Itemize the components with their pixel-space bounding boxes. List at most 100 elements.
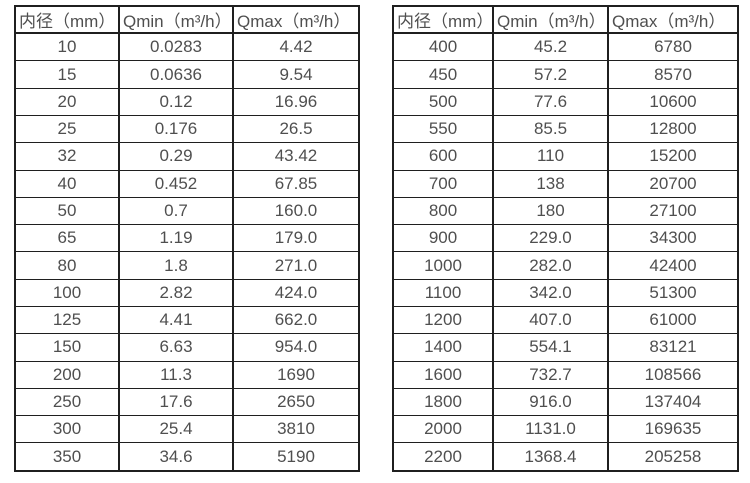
table-row: 350 34.6 5190 [14,442,360,472]
table-cell: 25.4 [118,415,234,444]
table-cell: 43.42 [232,142,360,171]
flow-spec-table-small-diameters: 内径（mm） Qmin（m³/h） Qmax（m³/h） 10 0.0283 4.4… [14,5,360,472]
table-cell: 15200 [607,142,739,171]
table-cell: 2.82 [118,278,234,307]
table-row: 2000 1131.0 169635 [392,415,739,444]
table-row: 600 110 15200 [392,142,739,171]
table-cell: 32 [14,142,120,171]
table-cell: 9.54 [232,60,360,89]
table-row: 900 229.0 34300 [392,224,739,253]
table-cell: 229.0 [492,224,609,253]
table-cell: 600 [392,142,494,171]
table-cell: 20 [14,87,120,117]
table-row: 1800 916.0 137404 [392,387,739,417]
table-row: 20 0.12 16.96 [14,87,360,117]
table-cell: 1.8 [118,251,234,280]
table-row: 700 138 20700 [392,169,739,198]
table-cell: 45.2 [492,32,609,62]
table-cell: 500 [392,87,494,117]
table-cell: 300 [14,415,120,444]
table-cell: 10 [14,32,120,62]
table-cell: 40 [14,169,120,198]
table-cell: 250 [14,387,120,417]
table-cell: 20700 [607,169,739,198]
table-cell: 138 [492,169,609,198]
table-cell: 0.452 [118,169,234,198]
table-cell: 4.42 [232,32,360,62]
table-cell: 80 [14,251,120,280]
table-row: 100 2.82 424.0 [14,278,360,307]
table-cell: 5190 [232,442,360,472]
table-cell: 0.0283 [118,32,234,62]
table-cell: 51300 [607,278,739,307]
table-cell: 12800 [607,114,739,144]
column-header-qmax: Qmax（m³/h） [607,5,739,34]
table-cell: 25 [14,114,120,144]
table-cell: 83121 [607,333,739,362]
table-row: 1200 407.0 61000 [392,305,739,335]
table-cell: 125 [14,305,120,335]
table-cell: 180 [492,196,609,226]
table-cell: 0.176 [118,114,234,144]
table-cell: 11.3 [118,360,234,389]
table-cell: 179.0 [232,224,360,253]
column-header-diameter: 内径（mm） [392,5,494,34]
table-cell: 42400 [607,251,739,280]
table-cell: 407.0 [492,305,609,335]
table-cell: 1100 [392,278,494,307]
table-cell: 2000 [392,415,494,444]
table-row: 250 17.6 2650 [14,387,360,417]
table-cell: 6780 [607,32,739,62]
table-cell: 2650 [232,387,360,417]
table-cell: 0.7 [118,196,234,226]
table-cell: 108566 [607,360,739,389]
table-cell: 554.1 [492,333,609,362]
table-cell: 424.0 [232,278,360,307]
table-cell: 205258 [607,442,739,472]
table-cell: 137404 [607,387,739,417]
table-cell: 3810 [232,415,360,444]
table-row: 1400 554.1 83121 [392,333,739,362]
table-body: 400 45.2 6780 450 57.2 8570 500 77.6 10600 550 85.… [392,32,739,472]
table-cell: 6.63 [118,333,234,362]
table-cell: 1690 [232,360,360,389]
table-cell: 450 [392,60,494,89]
table-cell: 10600 [607,87,739,117]
table-cell: 16.96 [232,87,360,117]
header-row: 内径（mm） Qmin（m³/h） Qmax（m³/h） [392,5,739,34]
table-row: 500 77.6 10600 [392,87,739,117]
table-row: 10 0.0283 4.42 [14,32,360,62]
table-cell: 160.0 [232,196,360,226]
table-cell: 27100 [607,196,739,226]
table-row: 1100 342.0 51300 [392,278,739,307]
table-cell: 1600 [392,360,494,389]
table-cell: 34.6 [118,442,234,472]
table-cell: 1368.4 [492,442,609,472]
table-cell: 2200 [392,442,494,472]
table-cell: 1200 [392,305,494,335]
table-cell: 169635 [607,415,739,444]
table-cell: 65 [14,224,120,253]
table-cell: 271.0 [232,251,360,280]
table-row: 200 11.3 1690 [14,360,360,389]
table-cell: 0.29 [118,142,234,171]
table-cell: 50 [14,196,120,226]
table-cell: 342.0 [492,278,609,307]
table-cell: 110 [492,142,609,171]
table-row: 50 0.7 160.0 [14,196,360,226]
table-cell: 15 [14,60,120,89]
table-cell: 100 [14,278,120,307]
table-cell: 150 [14,333,120,362]
table-cell: 350 [14,442,120,472]
column-header-qmin: Qmin（m³/h） [118,5,234,34]
table-row: 1000 282.0 42400 [392,251,739,280]
table-cell: 0.0636 [118,60,234,89]
table-cell: 900 [392,224,494,253]
column-header-qmin: Qmin（m³/h） [492,5,609,34]
table-cell: 34300 [607,224,739,253]
table-cell: 1131.0 [492,415,609,444]
table-cell: 400 [392,32,494,62]
table-cell: 1400 [392,333,494,362]
table-row: 1600 732.7 108566 [392,360,739,389]
table-row: 25 0.176 26.5 [14,114,360,144]
